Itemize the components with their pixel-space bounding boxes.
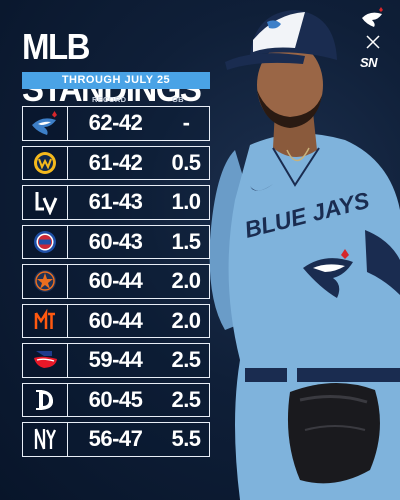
- table-row: 61-42 0.5: [22, 145, 210, 180]
- mets-logo-icon: [34, 308, 55, 329]
- blue-jays-logo-icon: [32, 111, 57, 136]
- brewers-logo-icon: [34, 151, 56, 174]
- table-row: 60-44 2.0: [22, 303, 210, 338]
- phillies-logo-icon: [34, 351, 57, 369]
- astros-logo-icon: [34, 270, 56, 293]
- team-record: 60-44: [88, 307, 143, 333]
- table-row: 61-43 1.0: [22, 185, 210, 220]
- table-row: 56-47 5.5: [22, 422, 210, 457]
- table-row: 60-45 2.5: [22, 382, 210, 417]
- yankees-logo-icon: [34, 428, 57, 450]
- team-record: 56-47: [88, 426, 143, 451]
- sportsnet-logo: SN: [360, 55, 378, 70]
- team-record: 60-43: [88, 228, 143, 254]
- dodgers-logo-icon: [35, 192, 58, 216]
- games-behind: 2.5: [171, 386, 201, 412]
- cross-icon: [366, 35, 380, 49]
- table-row: 60-44 2.0: [22, 264, 210, 299]
- table-row: 60-43 1.5: [22, 224, 210, 259]
- games-behind: 0.5: [171, 149, 201, 175]
- games-behind: 1.0: [171, 189, 201, 214]
- games-behind: 2.0: [171, 307, 201, 333]
- blue-jays-brand-icon: [362, 7, 383, 27]
- games-behind: -: [182, 110, 190, 135]
- table-row: 62-42 -: [22, 106, 210, 141]
- games-behind: 1.5: [171, 228, 201, 254]
- tigers-logo-icon: [36, 389, 54, 410]
- standings-table: 62-42 - 61-42 0.5 61-43 1.0: [22, 106, 210, 462]
- team-record: 60-44: [88, 268, 143, 293]
- games-behind: 2.0: [171, 268, 201, 293]
- gb-header: GB: [172, 95, 184, 104]
- games-behind: 5.5: [171, 426, 201, 451]
- team-record: 62-42: [88, 110, 143, 135]
- team-record: 60-45: [88, 386, 143, 412]
- cubs-logo-icon: [34, 230, 56, 253]
- games-behind: 2.5: [171, 347, 201, 372]
- subtitle: THROUGH JULY 25: [22, 72, 210, 89]
- player-illustration: BLUE JAYS: [209, 10, 400, 500]
- table-row: 59-44 2.5: [22, 343, 210, 378]
- record-header: RECORD: [92, 95, 127, 104]
- team-record: 59-44: [88, 347, 143, 372]
- team-record: 61-42: [88, 149, 143, 175]
- team-record: 61-43: [88, 189, 143, 214]
